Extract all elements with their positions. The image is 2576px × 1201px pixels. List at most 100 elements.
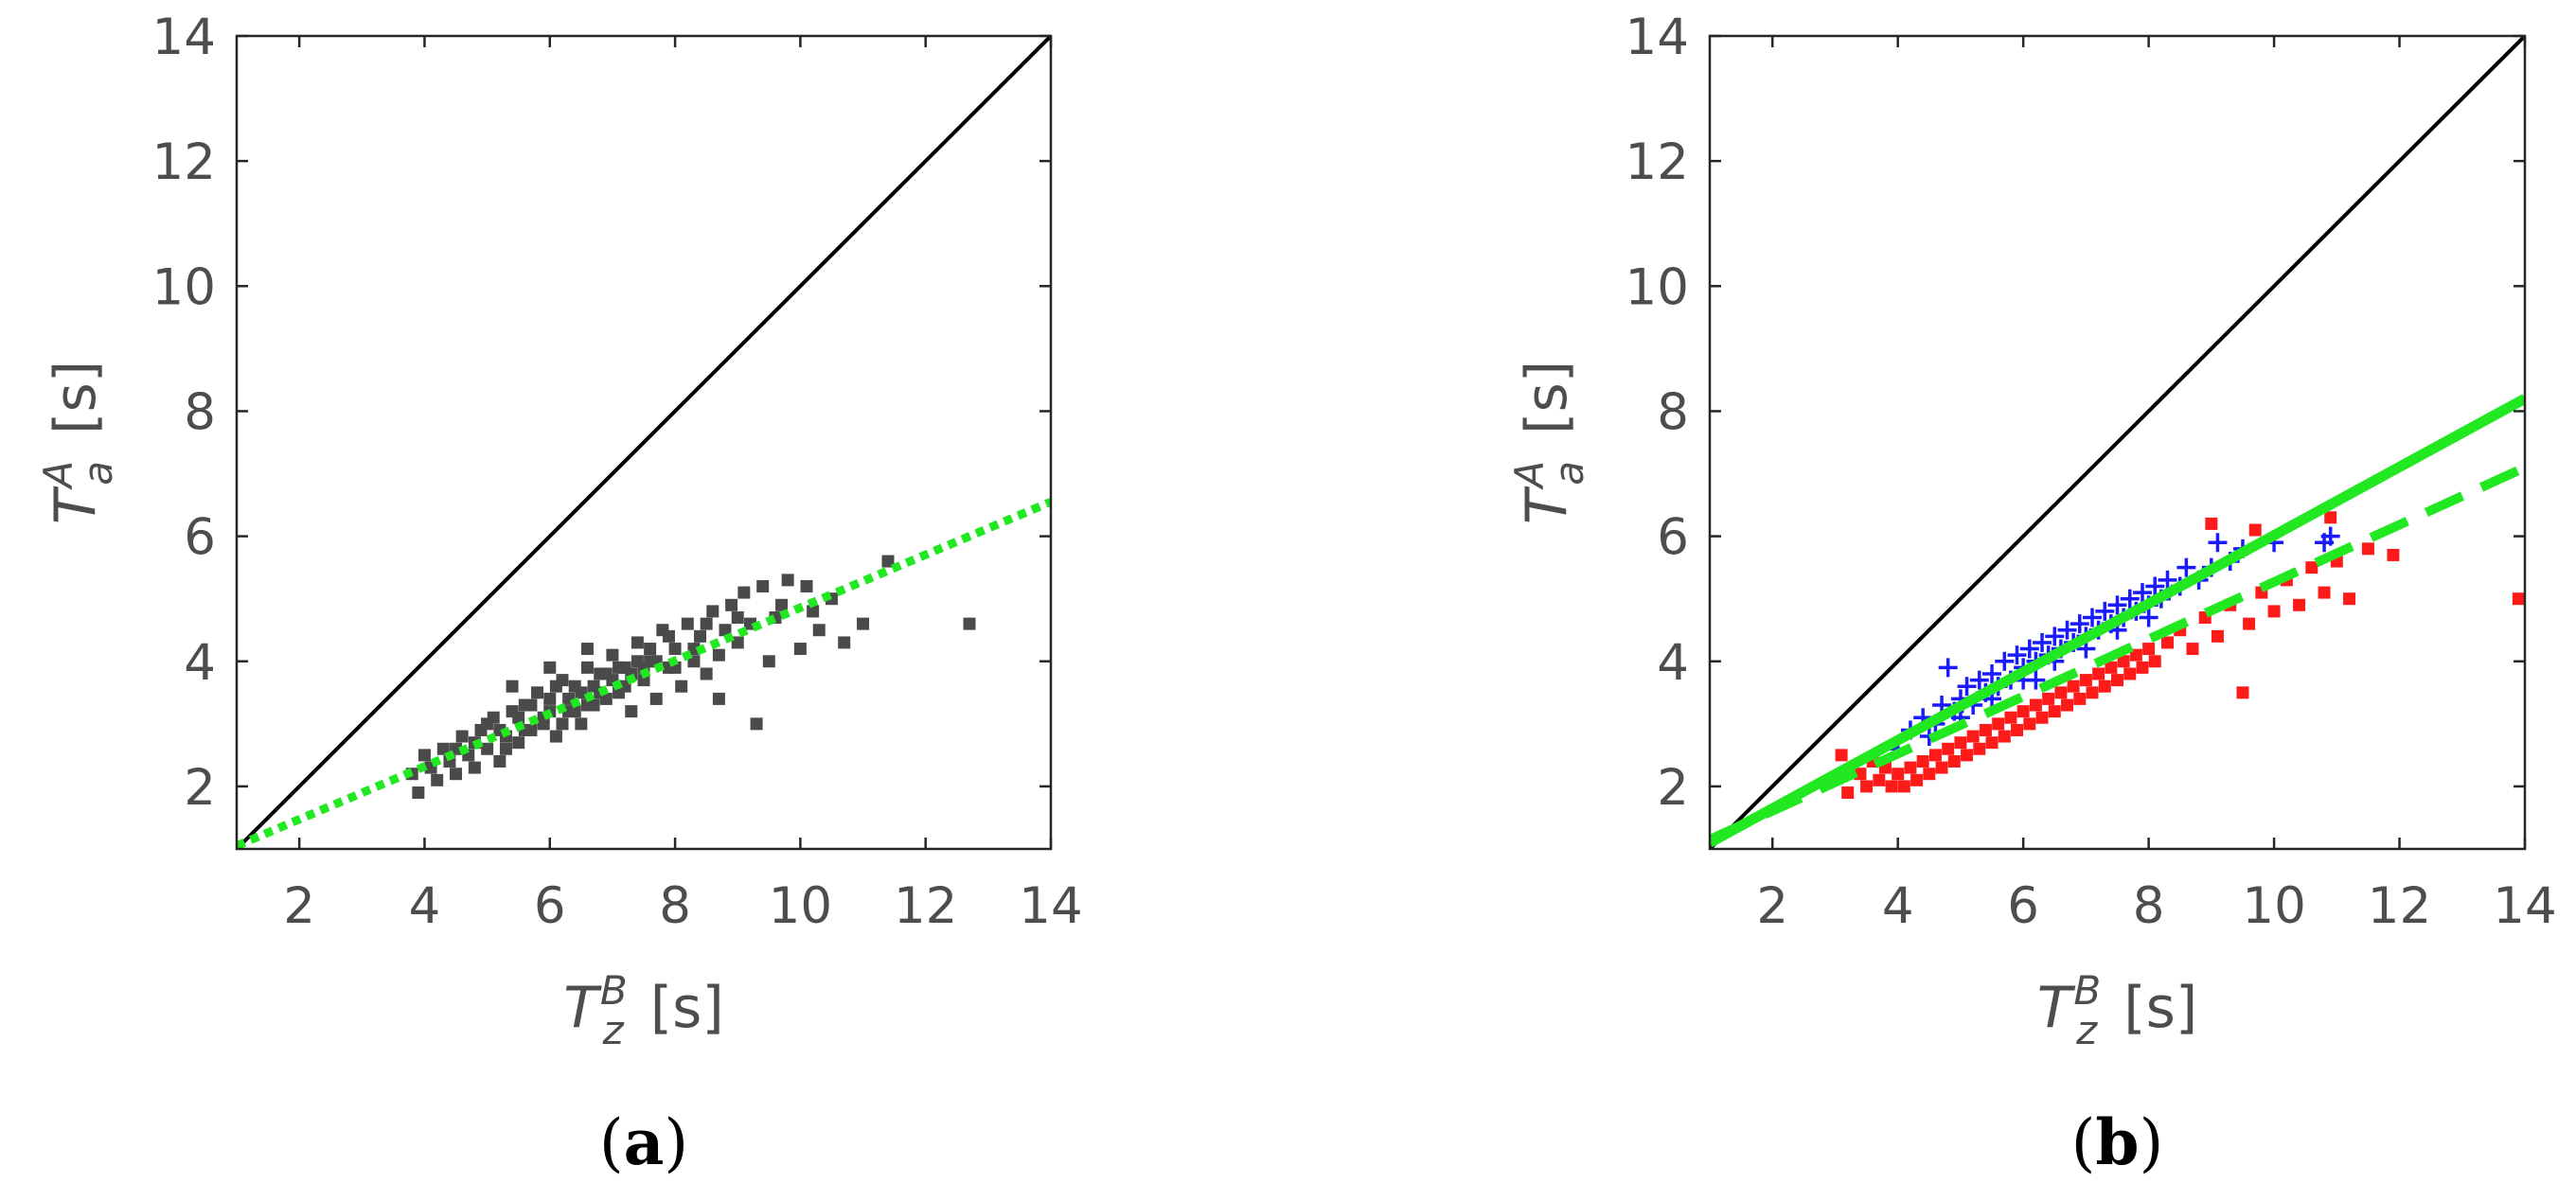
square-marker: [781, 574, 794, 587]
panel-label: (b): [2071, 1105, 2164, 1179]
square-marker: [694, 629, 707, 643]
y-axis-label: TAa [s]: [1506, 361, 1592, 524]
x-axis-label-superscript: B: [2073, 967, 2101, 1014]
square-marker: [807, 605, 820, 618]
square-marker: [1947, 754, 1961, 768]
square-marker: [2067, 680, 2080, 693]
plus-marker: [2132, 583, 2152, 603]
plus-marker: [2315, 533, 2335, 553]
square-marker: [725, 598, 738, 611]
square-marker: [499, 742, 512, 755]
square-marker: [1973, 742, 1986, 755]
square-marker: [1961, 749, 1974, 762]
square-marker: [531, 686, 544, 699]
square-marker: [2343, 592, 2356, 606]
y-tick-label: 4: [184, 634, 216, 692]
square-marker: [618, 680, 631, 693]
square-marker: [1979, 723, 1992, 736]
x-axis-label-symbol: T: [563, 975, 602, 1041]
square-marker: [543, 692, 557, 705]
square-marker: [506, 680, 519, 693]
panel-label: (a): [599, 1105, 688, 1179]
x-tick-label: 12: [894, 877, 957, 935]
y-tick-label: 8: [1657, 383, 1689, 441]
identity-line: [1710, 36, 2525, 849]
square-marker: [700, 617, 713, 630]
square-marker: [2148, 655, 2161, 668]
x-tick-label: 14: [2493, 877, 2556, 935]
square-marker: [2079, 674, 2092, 687]
square-marker: [450, 768, 463, 781]
fit-line-dotted: [237, 498, 1051, 849]
y-axis-label-unit: [s]: [43, 361, 109, 434]
square-marker: [556, 717, 569, 731]
plus-marker: [1982, 663, 2002, 683]
y-tick-label: 12: [1626, 133, 1689, 191]
square-marker: [2129, 648, 2142, 662]
square-marker: [2117, 655, 2130, 668]
square-marker: [575, 717, 588, 731]
square-marker: [881, 555, 895, 568]
square-marker: [2160, 636, 2174, 649]
square-marker: [719, 624, 732, 637]
square-marker: [580, 643, 594, 656]
y-tick-label: 14: [152, 9, 216, 66]
plus-marker: [1957, 677, 1977, 697]
square-marker: [2318, 586, 2331, 599]
square-marker: [737, 586, 751, 599]
square-marker: [756, 579, 770, 592]
x-tick-label: 14: [1019, 877, 1082, 935]
y-tick-label: 2: [1657, 759, 1689, 817]
plus-marker: [2208, 533, 2228, 553]
x-axis-label-superscript: B: [600, 967, 628, 1014]
panel-label-open: (: [599, 1106, 624, 1179]
square-marker: [606, 648, 619, 662]
square-marker: [568, 705, 581, 718]
square-marker: [1916, 754, 1929, 768]
axes-frame: [235, 34, 1053, 851]
square-marker: [963, 617, 976, 630]
y-axis-label-subscript: a: [1546, 461, 1592, 486]
square-marker: [2361, 542, 2374, 556]
plus-marker: [2033, 632, 2052, 652]
x-tick-label: 8: [2133, 877, 2165, 935]
square-marker: [468, 761, 481, 774]
plus-marker: [2145, 576, 2165, 596]
square-marker: [417, 749, 431, 762]
y-tick-label: 14: [1626, 9, 1689, 66]
square-marker: [1873, 773, 1886, 786]
square-marker: [1835, 749, 1848, 762]
plus-marker: [2045, 627, 2065, 646]
y-tick-label: 2: [184, 759, 216, 817]
y-axis-label-superscript: A: [1506, 461, 1553, 491]
square-marker: [2061, 698, 2074, 712]
square-marker: [1935, 761, 1948, 774]
square-marker: [2011, 723, 2024, 736]
square-marker: [2248, 523, 2262, 537]
x-axis-label-subscript: z: [2075, 1007, 2098, 1053]
square-marker: [1992, 717, 2005, 731]
square-marker: [412, 786, 425, 800]
square-marker: [1998, 730, 2011, 743]
x-axis-label-unit: [s]: [650, 975, 724, 1041]
identity-line: [237, 36, 1051, 849]
square-marker: [2016, 705, 2030, 718]
square-marker: [1860, 780, 1874, 793]
square-marker: [1892, 768, 1905, 781]
x-tick-label: 6: [534, 877, 566, 935]
square-marker: [575, 686, 588, 699]
square-marker: [838, 636, 851, 649]
square-marker: [1841, 786, 1855, 800]
square-marker: [631, 655, 644, 668]
x-axis-label-symbol: T: [2037, 975, 2076, 1041]
x-tick-label: 4: [409, 877, 441, 935]
square-marker: [2512, 592, 2525, 606]
square-marker: [2073, 692, 2087, 705]
square-marker: [1910, 773, 1924, 786]
square-marker: [800, 579, 813, 592]
y-tick-label: 10: [1626, 258, 1689, 316]
square-marker: [431, 773, 444, 786]
x-tick-label: 12: [2368, 877, 2431, 935]
